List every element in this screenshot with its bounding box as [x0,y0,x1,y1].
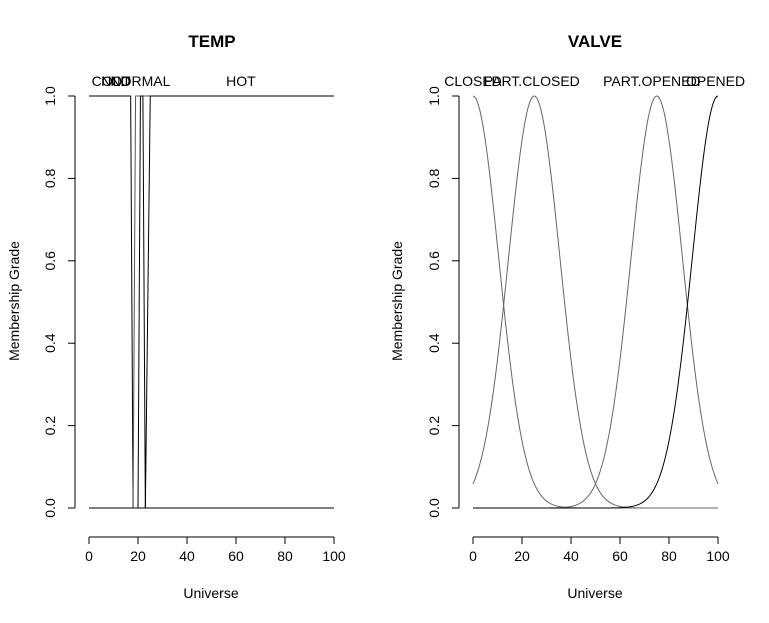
valve-curves [472,95,719,509]
temp-x-axis-label: Universe [183,585,238,601]
temp-y-tick-label: 1.0 [42,86,58,106]
valve-title: VALVE [568,32,622,51]
valve-curve-part-closed [472,95,718,509]
temp-curves [89,95,334,509]
temp-y-tick-label: 0.6 [42,251,58,271]
valve-x-tick-label: 0 [469,548,477,564]
temp-panel: TEMP Universe Membership Grade 0 20 40 60 80… [6,32,346,601]
valve-y-tick-label: 1.0 [426,86,442,106]
temp-y-tick-label: 0.4 [42,333,58,353]
valve-y-tick-label: 0.4 [426,333,442,353]
valve-x-axis-label: Universe [567,585,622,601]
temp-x-tick-label: 40 [179,548,195,564]
valve-x-tick-label: 80 [661,548,677,564]
temp-label-hot: HOT [226,73,256,89]
temp-x-tick-label: 80 [277,548,293,564]
valve-y-tick-label: 0.2 [426,416,442,436]
temp-y-axis-label: Membership Grade [6,241,22,361]
valve-y-axis-label: Membership Grade [389,241,405,361]
temp-x-tick-label: 0 [85,548,93,564]
temp-curve-normal [89,95,334,509]
valve-label-part-closed: PART.CLOSED [484,73,580,89]
temp-label-not: NOT [101,73,131,89]
temp-curve-cold [89,95,334,509]
temp-x-tick-label: 20 [130,548,146,564]
temp-x-tick-label: 60 [228,548,244,564]
valve-x-tick-label: 60 [612,548,628,564]
temp-y-tick-label: 0.0 [42,498,58,518]
valve-x-tick-label: 40 [563,548,579,564]
temp-curve-hot [89,95,334,509]
valve-x-ticks: 0 20 40 60 80 100 [469,537,730,564]
valve-y-tick-label: 0.8 [426,168,442,188]
valve-x-tick-label: 20 [514,548,530,564]
valve-y-tick-label: 0.6 [426,251,442,271]
valve-panel: VALVE Universe Membership Grade 0 20 40 60 8… [389,32,745,601]
temp-y-tick-label: 0.8 [42,168,58,188]
temp-x-tick-label: 100 [322,548,346,564]
temp-curve-not [89,95,334,509]
temp-x-ticks: 0 20 40 60 80 100 [85,537,346,564]
valve-curve-closed [472,95,718,509]
valve-label-closed: CLOSED [444,73,502,89]
temp-label-normal: NORMAL [110,73,170,89]
temp-label-cold: COLD [92,73,131,89]
valve-y-tick-label: 0.0 [426,498,442,518]
valve-label-opened: OPENED [686,73,745,89]
valve-x-tick-label: 100 [706,548,730,564]
valve-label-part-opened: PART.OPENED [603,73,701,89]
valve-curve-opened [473,95,719,509]
temp-y-ticks: 0.0 0.2 0.4 0.6 0.8 1.0 [42,86,75,518]
valve-curve-part-opened [473,95,719,509]
temp-title: TEMP [188,32,235,51]
valve-y-ticks: 0.0 0.2 0.4 0.6 0.8 1.0 [426,86,459,518]
temp-y-tick-label: 0.2 [42,416,58,436]
